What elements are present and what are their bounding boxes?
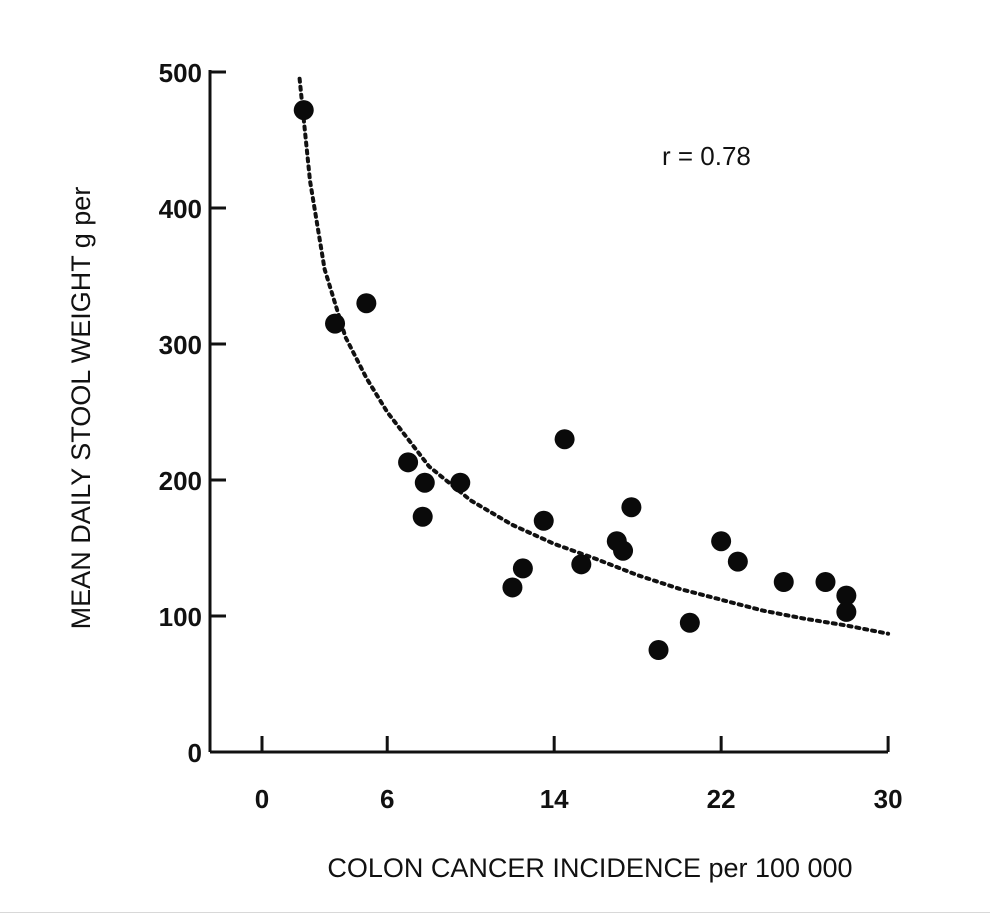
data-point [356,293,377,314]
data-point [815,572,836,592]
y-tick-label: 500 [159,58,202,88]
y-tick-label: 100 [159,602,202,632]
data-point [554,429,575,450]
bottom-divider [0,912,990,913]
data-point [836,601,857,622]
data-points-group [293,100,857,660]
data-point [613,540,634,561]
data-point [648,640,669,660]
data-point [450,472,471,493]
x-tick-label: 14 [540,784,569,814]
data-point [836,585,857,606]
data-point [679,612,700,633]
data-point [325,313,346,334]
correlation-annotation: r = 0.78 [662,141,751,171]
data-point [414,472,435,493]
data-point [412,506,433,527]
data-point [711,531,732,552]
trend-curve [297,76,891,636]
trend-curve-group [297,76,891,636]
x-tick-label: 6 [380,784,394,814]
data-point [293,100,314,121]
data-point [571,554,592,575]
x-tick-label: 30 [874,784,903,814]
y-tick-label: 200 [159,466,202,496]
data-point [533,510,554,531]
y-tick-label: 400 [159,194,202,224]
x-axis-title: COLON CANCER INCIDENCE per 100 000 [327,853,852,883]
data-point [512,558,533,579]
data-point [773,572,794,592]
data-point [727,551,748,572]
data-point [398,452,419,473]
data-point [502,577,523,598]
data-point [621,497,642,518]
y-axis-title: MEAN DAILY STOOL WEIGHT g per [66,187,96,630]
x-tick-label: 22 [707,784,736,814]
y-tick-label: 0 [188,738,202,768]
y-tick-label: 300 [159,330,202,360]
y-axis: 0 100 200 300 400 500 [159,58,226,768]
x-axis: 0 6 14 22 30 [218,736,903,814]
x-tick-label: 0 [255,784,269,814]
